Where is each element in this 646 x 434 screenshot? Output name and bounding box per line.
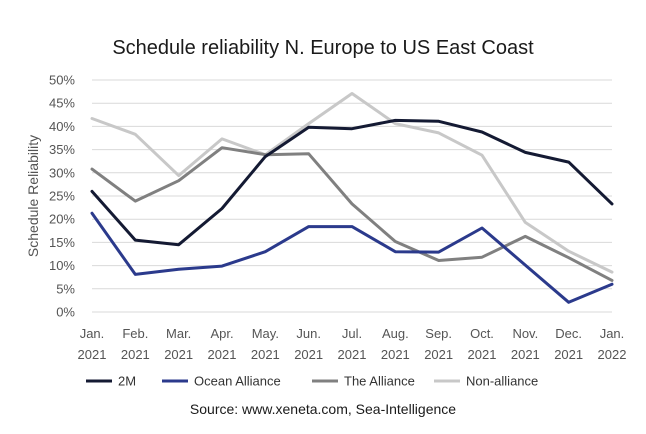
series-line-non-alliance [90,92,614,274]
y-tick-label: 10% [49,258,75,273]
x-tick-label-year: 2021 [468,347,497,362]
y-tick-label: 20% [49,212,75,227]
series-line-2m [90,118,614,247]
y-tick-label: 50% [49,73,75,88]
x-tick-label-year: 2021 [554,347,583,362]
x-tick-label-month: Oct. [470,326,494,341]
x-tick-label-year: 2021 [294,347,323,362]
y-tick-label: 5% [56,281,75,296]
legend-label-ocean-alliance: Ocean Alliance [194,374,281,389]
x-tick-label-month: Mar. [166,326,191,341]
legend: 2M Ocean Alliance The Alliance Non-alliance [86,374,538,389]
y-tick-label: 15% [49,235,75,250]
x-tick-label-year: 2022 [598,347,627,362]
x-tick-label-year: 2021 [78,347,107,362]
x-tick-label-month: Feb. [122,326,148,341]
x-tick-label-month: Jul. [342,326,362,341]
legend-label-non-alliance: Non-alliance [466,374,538,389]
x-tick-label-month: Aug. [382,326,409,341]
series-lines [90,92,614,304]
y-tick-label: 0% [56,305,75,320]
y-axis-ticks: 0% 5% 10% 15% 20% 25% 30% 35% 40% 45% 50% [49,73,75,320]
x-tick-label-year: 2021 [251,347,280,362]
x-tick-label-month: Jan. [600,326,625,341]
y-tick-label: 45% [49,96,75,111]
y-tick-label: 40% [49,119,75,134]
x-tick-label-year: 2021 [511,347,540,362]
y-axis-label: Schedule Reliability [25,135,41,257]
x-tick-label-month: May. [252,326,279,341]
legend-label-the-alliance: The Alliance [344,374,415,389]
series-line-ocean-alliance [90,211,614,304]
grid [92,79,612,313]
x-tick-label-year: 2021 [164,347,193,362]
x-tick-label-month: Sep. [425,326,452,341]
x-tick-label-year: 2021 [424,347,453,362]
y-tick-label: 35% [49,142,75,157]
x-tick-label-month: Jan. [80,326,105,341]
y-tick-label: 30% [49,165,75,180]
x-tick-label-year: 2021 [381,347,410,362]
x-tick-label-year: 2021 [338,347,367,362]
x-tick-label-month: Apr. [210,326,233,341]
y-tick-label: 25% [49,189,75,204]
legend-label-2m: 2M [118,374,136,389]
series-line-the-alliance [90,146,614,282]
source-note: Source: www.xeneta.com, Sea-Intelligence [190,401,456,417]
x-axis-ticks: Jan. 2021 Feb. 2021 Mar. 2021 Apr. 2021 May. 2021… [78,326,627,362]
chart-title: Schedule reliability N. Europe to US Eas… [112,37,534,59]
x-tick-label-month: Nov. [512,326,538,341]
x-tick-label-year: 2021 [208,347,237,362]
x-tick-label-year: 2021 [121,347,150,362]
x-tick-label-month: Dec. [555,326,582,341]
x-tick-label-month: Jun. [296,326,321,341]
